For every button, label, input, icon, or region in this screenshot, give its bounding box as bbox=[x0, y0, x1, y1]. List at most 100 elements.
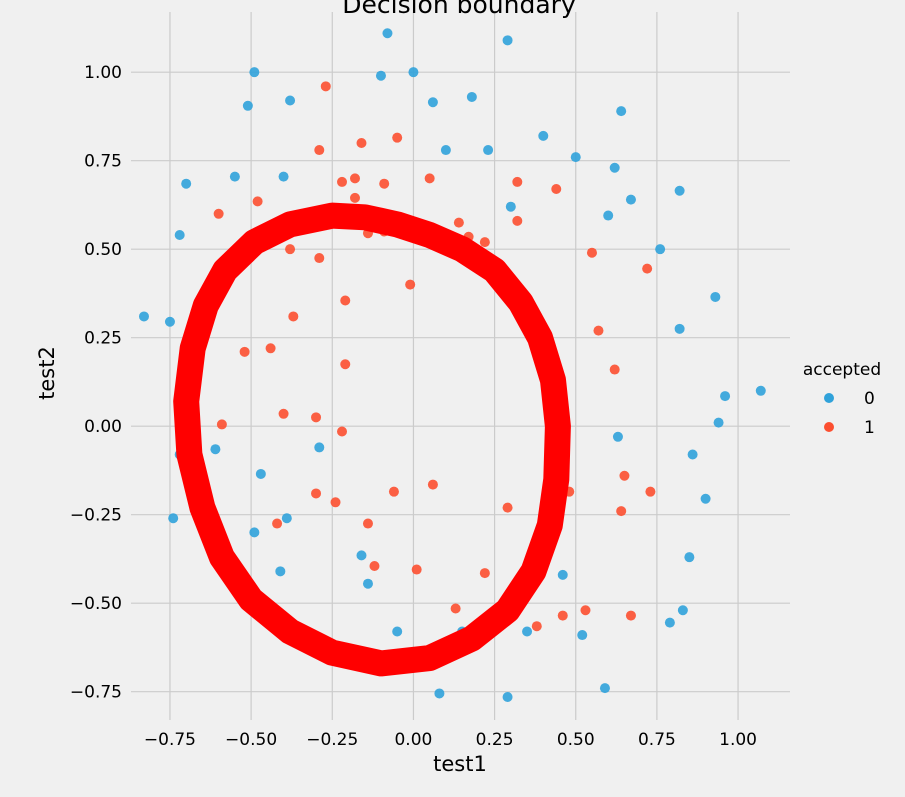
data-point-class-1 bbox=[272, 518, 283, 529]
data-point-class-0 bbox=[408, 67, 419, 78]
data-point-class-0 bbox=[382, 28, 393, 39]
data-point-class-0 bbox=[362, 578, 373, 589]
data-point-class-0 bbox=[249, 67, 260, 78]
data-point-class-0 bbox=[625, 194, 636, 205]
legend-marker-1 bbox=[824, 422, 834, 432]
data-point-class-1 bbox=[213, 208, 224, 219]
y-tick-label: 0.75 bbox=[84, 152, 122, 172]
data-point-class-0 bbox=[440, 145, 451, 156]
data-point-class-1 bbox=[531, 621, 542, 632]
data-point-class-1 bbox=[453, 217, 464, 228]
legend: accepted 0 1 bbox=[803, 360, 881, 438]
data-point-class-0 bbox=[505, 201, 516, 212]
data-point-class-0 bbox=[755, 385, 766, 396]
data-point-class-1 bbox=[642, 263, 653, 274]
data-point-class-1 bbox=[411, 564, 422, 575]
data-point-class-1 bbox=[512, 215, 523, 226]
data-point-class-1 bbox=[479, 237, 490, 248]
data-point-class-0 bbox=[577, 630, 588, 641]
data-point-class-1 bbox=[645, 486, 656, 497]
x-tick-label: −0.25 bbox=[306, 730, 358, 750]
x-tick-labels: −0.75 −0.50 −0.25 0.00 0.25 0.50 0.75 1.00 bbox=[144, 730, 757, 750]
data-point-class-0 bbox=[710, 291, 721, 302]
data-point-class-1 bbox=[405, 279, 416, 290]
data-point-class-1 bbox=[349, 173, 360, 184]
data-point-class-1 bbox=[288, 311, 299, 322]
legend-title: accepted bbox=[803, 360, 881, 380]
y-tick-label: 1.00 bbox=[84, 63, 122, 83]
data-point-class-1 bbox=[551, 184, 562, 194]
data-point-class-0 bbox=[684, 552, 695, 563]
x-tick-label: 0.75 bbox=[638, 730, 676, 750]
data-point-class-0 bbox=[674, 323, 685, 334]
data-point-class-1 bbox=[337, 176, 348, 187]
data-point-class-0 bbox=[603, 210, 614, 221]
data-point-class-1 bbox=[450, 603, 461, 614]
data-point-class-1 bbox=[340, 295, 351, 306]
data-point-class-1 bbox=[512, 176, 523, 187]
data-point-class-1 bbox=[311, 488, 322, 499]
x-tick-label: −0.75 bbox=[144, 730, 196, 750]
data-point-class-0 bbox=[375, 70, 386, 81]
data-point-class-0 bbox=[713, 417, 724, 428]
data-point-class-0 bbox=[181, 178, 192, 189]
data-point-class-0 bbox=[616, 106, 627, 117]
data-point-class-1 bbox=[369, 561, 380, 572]
data-point-class-0 bbox=[522, 626, 533, 637]
series-0 bbox=[138, 28, 766, 702]
data-point-class-0 bbox=[210, 444, 221, 455]
data-point-class-1 bbox=[349, 192, 360, 203]
data-point-class-0 bbox=[664, 617, 675, 628]
chart-title: Decision boundary bbox=[342, 0, 576, 19]
data-point-class-0 bbox=[434, 688, 445, 699]
y-tick-label: −0.75 bbox=[70, 683, 122, 703]
data-point-class-1 bbox=[278, 408, 289, 419]
legend-label-1: 1 bbox=[864, 418, 875, 438]
legend-marker-0 bbox=[824, 393, 834, 403]
data-point-class-1 bbox=[392, 132, 403, 143]
data-point-class-1 bbox=[502, 502, 513, 513]
data-point-class-1 bbox=[379, 178, 390, 189]
data-point-class-1 bbox=[356, 137, 367, 148]
data-point-class-0 bbox=[229, 171, 240, 182]
data-point-class-1 bbox=[609, 364, 620, 375]
data-point-class-1 bbox=[586, 247, 597, 258]
x-tick-label: 0.00 bbox=[394, 730, 432, 750]
data-point-class-1 bbox=[320, 81, 331, 92]
data-point-class-1 bbox=[285, 244, 296, 255]
data-point-class-0 bbox=[138, 311, 149, 322]
data-point-class-0 bbox=[502, 691, 513, 702]
data-point-class-0 bbox=[275, 566, 286, 577]
data-point-class-1 bbox=[625, 610, 636, 621]
x-tick-label: −0.50 bbox=[225, 730, 277, 750]
data-point-class-0 bbox=[285, 95, 296, 106]
y-tick-label: −0.50 bbox=[70, 594, 122, 614]
data-point-class-0 bbox=[677, 605, 688, 616]
data-point-class-1 bbox=[619, 470, 630, 481]
data-point-class-1 bbox=[337, 426, 348, 437]
data-point-class-0 bbox=[392, 626, 403, 637]
data-point-class-0 bbox=[570, 152, 581, 163]
data-point-class-0 bbox=[720, 391, 731, 402]
x-axis-label: test1 bbox=[433, 752, 487, 776]
data-point-class-0 bbox=[538, 130, 549, 141]
data-point-class-0 bbox=[655, 244, 666, 255]
x-tick-label: 1.00 bbox=[719, 730, 757, 750]
data-point-class-0 bbox=[314, 442, 325, 453]
data-point-class-1 bbox=[330, 497, 341, 508]
data-point-class-1 bbox=[311, 412, 322, 423]
data-point-class-0 bbox=[278, 171, 289, 182]
y-tick-label: −0.25 bbox=[70, 506, 122, 526]
y-tick-label: 0.25 bbox=[84, 329, 122, 349]
data-point-class-1 bbox=[340, 359, 351, 370]
decision-boundary-layer bbox=[173, 202, 571, 677]
data-point-class-1 bbox=[239, 346, 250, 357]
data-point-class-1 bbox=[252, 196, 263, 207]
data-point-class-0 bbox=[427, 97, 438, 108]
data-point-class-0 bbox=[242, 100, 253, 111]
data-point-class-0 bbox=[164, 316, 175, 327]
data-point-class-1 bbox=[362, 518, 373, 529]
data-point-class-0 bbox=[609, 162, 620, 173]
